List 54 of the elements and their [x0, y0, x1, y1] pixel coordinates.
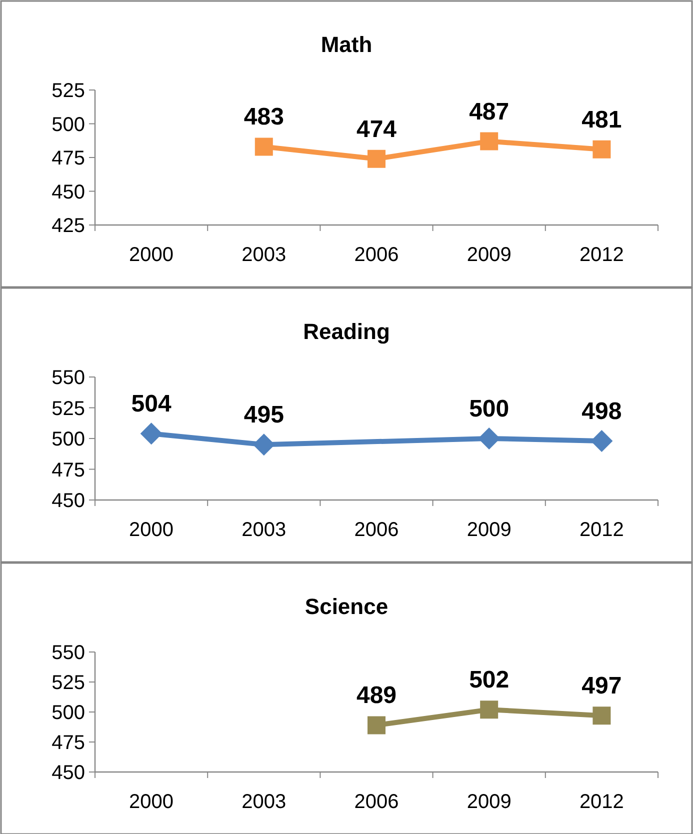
data-label: 502 — [469, 666, 510, 694]
data-label: 497 — [582, 672, 622, 700]
y-tick-label: 500 — [52, 702, 85, 724]
x-tick-label: 2000 — [129, 791, 174, 813]
y-tick-label: 475 — [52, 732, 85, 754]
point — [480, 700, 498, 719]
data-label: 498 — [582, 398, 622, 425]
data-label: 500 — [469, 396, 510, 422]
y-tick-label: 525 — [52, 398, 85, 420]
point — [590, 430, 613, 452]
x-tick-label: 2009 — [466, 519, 512, 541]
point — [140, 422, 162, 445]
x-tick-label: 2000 — [129, 244, 174, 266]
data-label: 487 — [469, 98, 510, 126]
x-tick-label: 2006 — [354, 519, 399, 541]
point — [252, 434, 275, 456]
data-label: 474 — [356, 116, 398, 143]
x-tick-label: 2003 — [242, 519, 286, 541]
chart-title: Reading — [303, 319, 390, 344]
y-tick-label: 450 — [52, 181, 85, 204]
x-tick-label: 2012 — [579, 244, 624, 266]
x-tick-label: 2009 — [466, 244, 512, 266]
data-label: 495 — [244, 402, 284, 429]
point — [480, 132, 498, 150]
y-tick-label: 450 — [52, 490, 85, 512]
y-tick-label: 500 — [52, 114, 85, 136]
point — [592, 140, 611, 158]
data-label: 489 — [356, 682, 397, 710]
x-tick-label: 2006 — [354, 791, 399, 813]
x-tick-label: 2003 — [242, 244, 286, 266]
data-label: 504 — [131, 390, 172, 418]
y-tick-label: 475 — [52, 459, 85, 482]
x-tick-label: 2000 — [129, 519, 174, 541]
y-tick-label: 475 — [52, 148, 85, 170]
y-tick-label: 425 — [52, 215, 85, 237]
x-tick-label: 2012 — [579, 791, 624, 813]
x-tick-label: 2009 — [466, 791, 512, 813]
x-tick-label: 2003 — [242, 791, 286, 813]
y-tick-label: 525 — [52, 672, 85, 694]
y-tick-label: 550 — [52, 642, 85, 664]
point — [368, 150, 386, 168]
x-tick-label: 2012 — [579, 519, 624, 541]
point — [254, 138, 273, 156]
chart-title: Science — [304, 594, 388, 619]
y-tick-label: 500 — [52, 428, 85, 450]
y-tick-label: 450 — [52, 762, 85, 784]
point — [592, 706, 611, 725]
data-label: 483 — [244, 104, 284, 131]
y-tick-label: 525 — [52, 80, 85, 102]
y-tick-label: 550 — [52, 367, 85, 389]
point — [368, 716, 386, 734]
x-tick-label: 2006 — [354, 244, 399, 266]
chart-title: Math — [320, 32, 372, 57]
data-label: 481 — [582, 106, 622, 134]
